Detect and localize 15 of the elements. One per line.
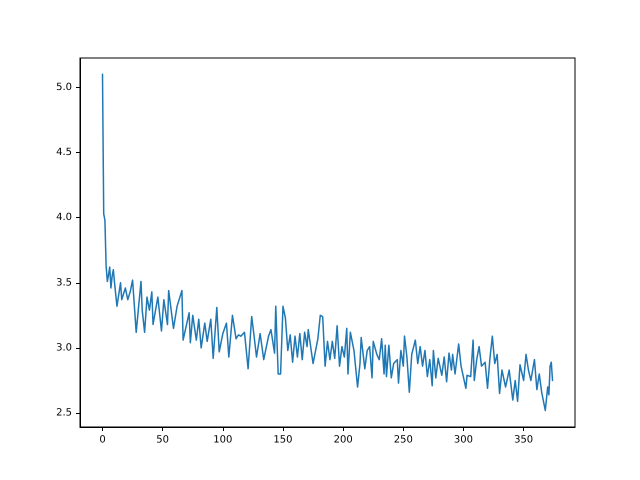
x-tick-label: 100 [213,434,232,446]
x-tick-label: 50 [156,434,170,446]
x-tick-label: 250 [394,434,413,446]
x-tick-label: 0 [99,434,106,446]
x-tick-label: 200 [334,434,353,446]
x-tick-label: 350 [514,434,534,446]
y-tick-label: 3.5 [56,277,72,288]
y-tick-label: 2.5 [56,408,72,419]
x-tick-label: 150 [273,434,293,446]
line-series [102,74,554,412]
y-tick-label: 4.5 [56,146,72,158]
x-tick-label: 300 [454,434,474,446]
y-tick-label: 3.0 [56,342,72,354]
y-tick-label: 4.0 [56,212,72,224]
y-tick-label: 5.0 [56,82,72,93]
